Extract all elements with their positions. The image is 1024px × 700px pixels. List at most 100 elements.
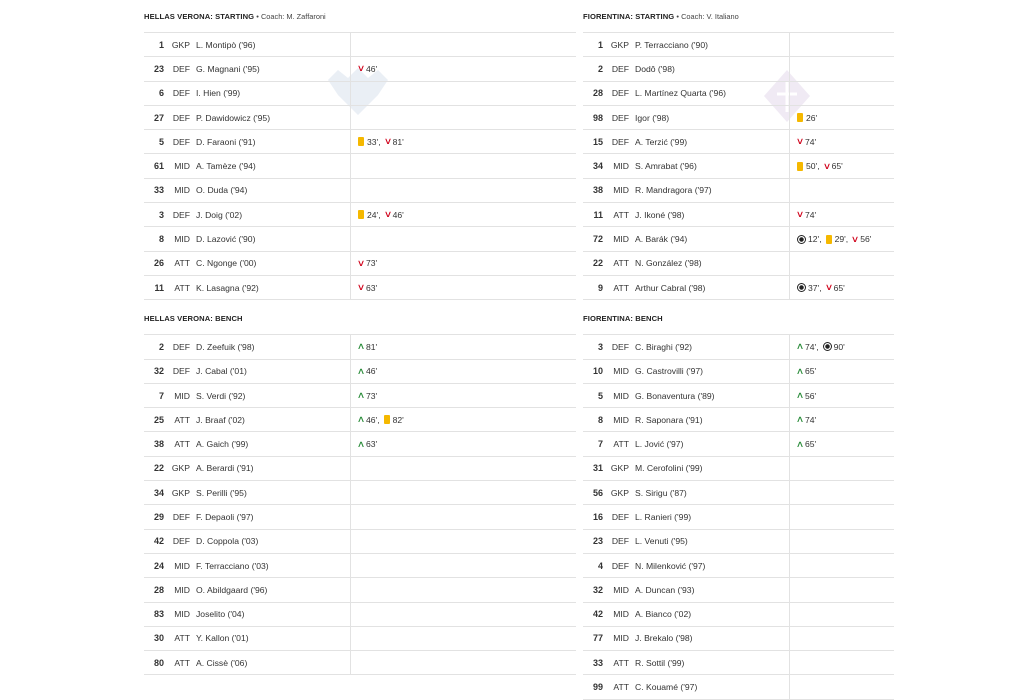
player-cell: 33 MID O. Duda ('94) — [144, 178, 351, 203]
event-minute: 74' — [805, 414, 817, 425]
match-event: ∧ 63' — [356, 439, 377, 450]
shirt-number: 72 — [592, 234, 603, 245]
position: DEF — [611, 112, 629, 123]
shirt-number: 2 — [597, 63, 603, 74]
player-name: A. Tamèze ('94) — [196, 161, 256, 172]
player-name: A. Bianco ('02) — [635, 609, 692, 620]
table-row: 28 DEF L. Martínez Quarta ('96) — [583, 81, 894, 106]
player-cell: 32 DEF J. Cabal ('01) — [144, 359, 351, 383]
shirt-number: 27 — [153, 112, 164, 123]
shirt-number: 31 — [592, 463, 603, 474]
position: ATT — [613, 258, 629, 269]
event-minute: 12', — [808, 234, 822, 245]
shirt-number: 28 — [592, 88, 603, 99]
events-cell: 12', 29', ∨ 56' — [790, 234, 873, 245]
player-name: G. Bonaventura ('89) — [635, 390, 715, 401]
shirt-number: 99 — [592, 682, 603, 693]
player-cell: 11 ATT J. Ikoné ('98) — [583, 203, 790, 227]
shirt-number: 1 — [158, 39, 164, 50]
match-event: ∧ 56' — [795, 390, 816, 401]
table-row: 8 MID R. Saponara ('91) ∧ 74' — [583, 408, 894, 433]
position: DEF — [611, 136, 629, 147]
event-minute: 33', — [367, 136, 381, 147]
home-team-column: HELLAS VERONA: STARTING • Coach: M. Zaff… — [144, 0, 576, 676]
position: GKP — [171, 39, 190, 50]
player-cell: 23 DEF L. Venuti ('95) — [583, 529, 790, 553]
table-row: 9 ATT Arthur Cabral ('98) 37', ∨ 65' — [583, 275, 894, 301]
event-minute: 74' — [805, 209, 817, 220]
player-name: K. Lasagna ('92) — [196, 282, 259, 293]
player-cell: 25 ATT J. Braaf ('02) — [144, 408, 351, 432]
player-name: L. Martínez Quarta ('96) — [635, 88, 726, 99]
shirt-number: 25 — [153, 414, 164, 425]
player-name: C. Kouamé ('97) — [635, 682, 698, 693]
table-row: 1 GKP L. Montipò ('96) — [144, 33, 576, 58]
event-minute: 65' — [805, 366, 817, 377]
shirt-number: 33 — [592, 657, 603, 668]
match-event: ∧ 81' — [356, 341, 377, 352]
chevron-up-icon: ∧ — [356, 414, 366, 425]
player-cell: 11 ATT K. Lasagna ('92) — [144, 275, 351, 300]
shirt-number: 3 — [158, 209, 164, 220]
shirt-number: 10 — [592, 366, 603, 377]
table-row: 32 MID A. Duncan ('93) — [583, 578, 894, 603]
event-minute: 65' — [805, 439, 817, 450]
player-cell: 72 MID A. Barák ('94) — [583, 227, 790, 251]
shirt-number: 80 — [153, 657, 164, 668]
shirt-number: 11 — [593, 209, 603, 220]
player-name: S. Sirigu ('87) — [635, 487, 687, 498]
player-name: A. Barák ('94) — [635, 234, 688, 245]
event-minute: 63' — [366, 282, 378, 293]
shirt-number: 8 — [597, 414, 603, 425]
event-minute: 65' — [833, 282, 845, 293]
shirt-number: 56 — [592, 487, 603, 498]
player-name: Arthur Cabral ('98) — [635, 282, 706, 293]
match-event: ∧ 46' — [356, 366, 377, 377]
position: ATT — [613, 439, 629, 450]
player-name: S. Perilli ('95) — [196, 487, 247, 498]
player-name: F. Terracciano ('03) — [196, 560, 269, 571]
event-minute: 74', — [805, 341, 819, 352]
chevron-down-icon: ∨ — [822, 160, 831, 171]
chevron-up-icon: ∧ — [795, 414, 805, 425]
player-name: A. Duncan ('93) — [635, 584, 695, 595]
player-cell: 8 MID R. Saponara ('91) — [583, 408, 790, 432]
player-cell: 5 DEF D. Faraoni ('91) — [144, 130, 351, 154]
shirt-number: 22 — [592, 258, 603, 269]
player-name: Igor ('98) — [635, 112, 670, 123]
soccer-ball-icon — [797, 234, 806, 244]
player-cell: 3 DEF C. Biraghi ('92) — [583, 335, 790, 359]
away-coach: • Coach: V. Italiano — [676, 12, 739, 21]
player-cell: 34 GKP S. Perilli ('95) — [144, 481, 351, 505]
player-name: C. Ngonge ('00) — [196, 258, 257, 269]
shirt-number: 98 — [592, 112, 603, 123]
events-cell: ∧ 63' — [351, 439, 379, 450]
match-event: ∨ 56' — [850, 234, 871, 245]
table-row: 34 GKP S. Perilli ('95) — [144, 481, 576, 506]
player-cell: 80 ATT A. Cissè ('06) — [144, 651, 351, 675]
shirt-number: 24 — [153, 560, 164, 571]
player-cell: 33 ATT R. Sottil ('99) — [583, 651, 790, 675]
table-row: 42 DEF D. Coppola ('03) — [144, 529, 576, 554]
position: ATT — [613, 657, 629, 668]
chevron-up-icon: ∧ — [795, 341, 805, 352]
home-starting-table: 1 GKP L. Montipò ('96) 23 DEF G. Magnani ('95… — [144, 32, 576, 301]
shirt-number: 5 — [158, 136, 164, 147]
event-minute: 24', — [367, 209, 381, 220]
events-cell: ∨ 74' — [790, 136, 818, 147]
table-row: 5 MID G. Bonaventura ('89) ∧ 56' — [583, 383, 894, 409]
table-row: 99 ATT C. Kouamé ('97) — [583, 675, 894, 700]
away-bench-header: FIORENTINA: BENCH — [583, 308, 894, 330]
player-cell: 4 DEF N. Milenković ('97) — [583, 553, 790, 578]
table-row: 23 DEF G. Magnani ('95) ∨ 46' — [144, 57, 576, 82]
shirt-number: 38 — [153, 439, 164, 450]
event-minute: 26' — [806, 112, 818, 123]
position: MID — [613, 584, 629, 595]
player-name: Y. Kallon ('01) — [196, 633, 249, 644]
position: DEF — [172, 112, 190, 123]
player-name: D. Lazović ('90) — [196, 234, 256, 245]
chevron-down-icon: ∨ — [850, 233, 860, 244]
table-row: 33 ATT R. Sottil ('99) — [583, 651, 894, 676]
table-row: 3 DEF J. Doig ('02) 24', ∨ 46' — [144, 203, 576, 228]
player-name: R. Sottil ('99) — [635, 657, 685, 668]
